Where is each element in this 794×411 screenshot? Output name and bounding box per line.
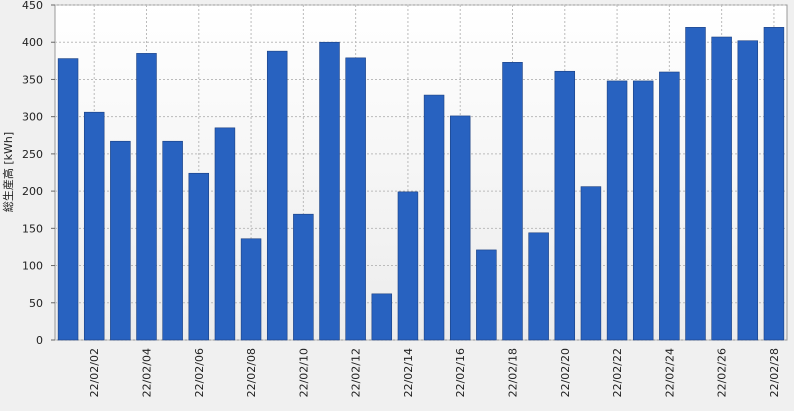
bar [319, 41, 340, 341]
bar [711, 36, 732, 341]
bar [554, 70, 576, 341]
bar [345, 57, 366, 341]
bar [136, 53, 157, 341]
y-tick-label: 200 [22, 185, 43, 198]
bar [449, 115, 471, 341]
bar [214, 127, 236, 341]
x-tick-label: 22/02/02 [88, 348, 101, 397]
y-tick-label: 100 [22, 260, 43, 273]
bar [57, 58, 79, 341]
bar [685, 27, 706, 341]
bar [188, 172, 210, 341]
x-tick-label: 22/02/28 [768, 348, 781, 397]
bar [266, 50, 288, 341]
y-axis-label: 総生産高 [kWh] [1, 132, 15, 212]
bar [110, 140, 131, 341]
x-tick-label: 22/02/12 [350, 348, 363, 397]
bar [659, 71, 680, 341]
bar [397, 191, 419, 341]
x-tick-label: 22/02/06 [193, 348, 206, 397]
x-tick-label: 22/02/24 [663, 348, 676, 397]
x-tick-label: 22/02/16 [454, 348, 467, 397]
y-tick-label: 50 [29, 297, 43, 310]
y-tick-label: 150 [22, 222, 43, 235]
x-tick-label: 22/02/22 [611, 348, 624, 397]
x-tick-label: 22/02/18 [507, 348, 520, 397]
y-tick-label: 400 [22, 36, 43, 49]
bar [763, 27, 785, 341]
bar [580, 186, 602, 341]
x-tick-label: 22/02/08 [245, 348, 258, 397]
x-tick-label: 22/02/20 [559, 348, 572, 397]
y-tick-label: 0 [36, 334, 43, 347]
bar [83, 111, 105, 341]
x-tick-label: 22/02/14 [402, 348, 415, 397]
y-tick-label: 450 [22, 0, 43, 12]
y-tick-label: 250 [22, 148, 43, 161]
bar [371, 293, 393, 341]
bar [606, 80, 628, 341]
bar [293, 213, 314, 341]
bar [423, 94, 445, 341]
bar [528, 232, 549, 341]
x-tick-label: 22/02/10 [297, 348, 310, 397]
bar [632, 80, 654, 341]
bar [476, 249, 497, 341]
bar [737, 40, 759, 341]
bar [240, 238, 262, 341]
y-tick-label: 300 [22, 111, 43, 124]
bar [162, 140, 183, 341]
y-tick-label: 350 [22, 73, 43, 86]
x-tick-label: 22/02/04 [141, 348, 154, 397]
bar [502, 62, 523, 341]
x-tick-label: 22/02/26 [716, 348, 729, 397]
